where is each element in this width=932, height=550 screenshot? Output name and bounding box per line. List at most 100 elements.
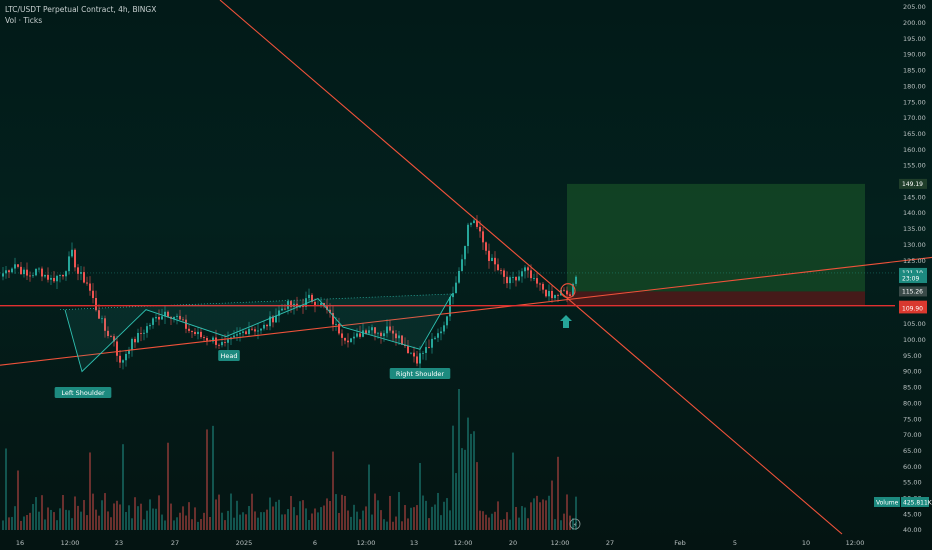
volume-bar (206, 429, 208, 530)
candle (458, 270, 460, 283)
candle (113, 336, 115, 342)
candle (434, 337, 436, 339)
candle (173, 316, 175, 319)
volume-bar (191, 519, 193, 530)
candle (398, 335, 400, 339)
candle (380, 332, 382, 337)
candle (332, 313, 334, 325)
y-tick-label: 170.00 (903, 114, 926, 122)
volume-bar (521, 506, 523, 530)
volume-bar (119, 504, 121, 530)
y-tick-label: 175.00 (903, 98, 926, 106)
volume-bar (296, 515, 298, 530)
y-tick-label: 160.00 (903, 146, 926, 154)
candle (164, 311, 166, 317)
volume-bar (131, 518, 133, 530)
price-tag-label: 23:09 (902, 275, 919, 282)
candle (197, 331, 199, 335)
volume-bar (428, 518, 430, 530)
candle (242, 331, 244, 333)
candle (83, 272, 85, 283)
candle (257, 330, 259, 332)
x-tick-label: 23 (115, 539, 123, 547)
volume-bar (65, 509, 67, 530)
candle (428, 347, 430, 348)
volume-bar (236, 500, 238, 530)
candle (227, 339, 229, 343)
volume-bar (509, 519, 511, 530)
volume-bar (389, 495, 391, 530)
volume-bar (251, 493, 253, 530)
candle (329, 309, 331, 314)
volume-bar (107, 511, 109, 530)
volume-bar (176, 517, 178, 530)
candle (176, 315, 178, 317)
candle (491, 257, 493, 262)
candle (488, 250, 490, 262)
candle (470, 223, 472, 225)
volume-bar (293, 507, 295, 530)
candle (188, 328, 190, 331)
volume-value-box (901, 497, 929, 507)
candle (305, 298, 307, 307)
candle (356, 333, 358, 337)
breakout-circle (560, 283, 576, 299)
volume-bar (179, 512, 181, 530)
candle (386, 326, 388, 334)
candle (206, 338, 208, 341)
volume-bar (371, 514, 373, 530)
candle (185, 319, 187, 329)
candle (140, 332, 142, 334)
volume-bar (311, 513, 313, 530)
volume-bar (26, 515, 28, 530)
volume-bar (554, 519, 556, 530)
candle (215, 337, 217, 345)
y-tick-label: 100.00 (903, 336, 926, 344)
x-tick-label: 10 (802, 539, 810, 547)
candle (506, 276, 508, 284)
volume-bar (356, 511, 358, 530)
candle (35, 268, 37, 276)
candle (362, 330, 364, 337)
descending-trendline[interactable] (219, 0, 843, 535)
lightning-glyph: ⚡ (573, 521, 578, 529)
candle (455, 282, 457, 294)
long-entry-arrow[interactable] (560, 315, 572, 328)
candle (350, 338, 352, 343)
candle (431, 338, 433, 348)
ascending-trendline[interactable] (0, 256, 932, 366)
symbol-title[interactable]: LTC/USDT Perpetual Contract, 4h, BINGX (5, 5, 157, 14)
volume-bar (254, 511, 256, 530)
x-tick-label: 27 (171, 539, 179, 547)
y-tick-label: 70.00 (903, 431, 922, 439)
pattern-label: Left Shoulder (61, 389, 105, 397)
volume-bar (410, 507, 412, 530)
candle (218, 344, 220, 346)
volume-bar (305, 508, 307, 530)
candle (59, 274, 61, 276)
volume-indicator-label[interactable]: Vol · Ticks (5, 16, 43, 25)
head-shoulders-outline[interactable] (64, 293, 453, 373)
candle (314, 301, 316, 306)
candle (425, 347, 427, 353)
y-tick-label: 180.00 (903, 82, 926, 90)
volume-bar (110, 517, 112, 530)
candle (233, 335, 235, 338)
lightning-icon[interactable] (569, 518, 581, 530)
volume-bar (113, 503, 115, 530)
candle (422, 352, 424, 354)
volume-bar (164, 520, 166, 530)
volume-bar (116, 500, 118, 530)
volume-bar (551, 480, 553, 530)
volume-bar (320, 507, 322, 530)
candle (53, 277, 55, 282)
candle (521, 271, 523, 277)
candle (104, 318, 106, 331)
volume-bar (218, 494, 220, 530)
volume-bar (83, 500, 85, 530)
volume-bar (566, 494, 568, 530)
candle (32, 275, 34, 277)
volume-bar (548, 495, 550, 530)
volume-bar (365, 506, 367, 530)
